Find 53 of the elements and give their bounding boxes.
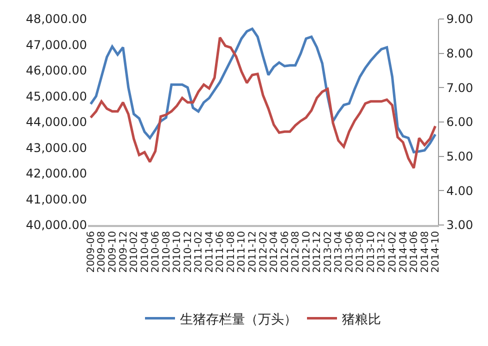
legend-label: 生猪存栏量（万头） bbox=[180, 312, 297, 328]
x-tick-label: 2013-02 bbox=[322, 231, 334, 273]
y-tick-label: 47,000.00 bbox=[26, 38, 87, 52]
y-tick-label: 46,000.00 bbox=[26, 64, 87, 78]
x-tick-label: 2009-06 bbox=[86, 231, 97, 273]
x-tick-label: 2014-06 bbox=[409, 231, 420, 273]
y2-tick-label: 4.00 bbox=[446, 184, 474, 198]
x-tick-label: 2011-10 bbox=[236, 231, 248, 273]
y-tick-label: 42,000.00 bbox=[26, 166, 87, 181]
y2-tick-label: 6.00 bbox=[446, 115, 474, 130]
x-tick-label: 2012-10 bbox=[301, 231, 312, 273]
x-tick-label: 2009-08 bbox=[96, 231, 108, 273]
y2-tick-label: 7.00 bbox=[446, 80, 474, 95]
x-tick-label: 2010-02 bbox=[129, 231, 140, 273]
y2-tick-label: 9.00 bbox=[446, 12, 474, 26]
x-tick-label: 2009-12 bbox=[118, 231, 130, 273]
x-tick-label: 2010-04 bbox=[140, 231, 151, 273]
x-tick-label: 2014-04 bbox=[398, 231, 410, 273]
x-tick-label: 2013-12 bbox=[376, 231, 388, 273]
x-tick-label: 2012-02 bbox=[258, 231, 270, 273]
x-tick-label: 2009-10 bbox=[107, 231, 118, 273]
line-series bbox=[89, 36, 437, 170]
x-tick-label: 2011-12 bbox=[247, 231, 258, 273]
y2-tick-label: 3.00 bbox=[446, 218, 474, 232]
x-tick-label: 2013-04 bbox=[334, 231, 345, 273]
x-tick-label: 2010-08 bbox=[161, 231, 172, 273]
y-tick-label: 44,000.00 bbox=[26, 115, 87, 130]
x-tick-label: 2012-12 bbox=[312, 231, 324, 273]
x-tick-label: 2011-06 bbox=[215, 231, 226, 273]
x-tick-label: 2010-06 bbox=[150, 231, 162, 273]
line-series bbox=[89, 28, 437, 154]
y-tick-label: 48,000.00 bbox=[26, 12, 87, 26]
y2-tick-label: 8.00 bbox=[446, 46, 474, 61]
x-tick-label: 2012-04 bbox=[269, 231, 280, 273]
legend-label: 猪粮比 bbox=[342, 312, 381, 328]
x-tick-label: 2011-04 bbox=[204, 231, 216, 273]
x-tick-label: 2012-08 bbox=[290, 231, 302, 273]
x-tick-label: 2013-08 bbox=[355, 231, 366, 273]
x-tick-label: 2010-10 bbox=[172, 231, 184, 273]
x-tick-label: 2011-02 bbox=[194, 231, 205, 273]
x-tick-label: 2013-10 bbox=[366, 231, 377, 273]
x-tick-label: 2014-02 bbox=[387, 231, 398, 273]
y-tick-label: 40,000.00 bbox=[26, 218, 87, 232]
x-tick-label: 2010-12 bbox=[182, 231, 194, 273]
x-tick-label: 2014-08 bbox=[420, 231, 431, 273]
x-tick-label: 2014-10 bbox=[430, 231, 442, 273]
y2-tick-label: 5.00 bbox=[446, 150, 474, 164]
y-tick-label: 41,000.00 bbox=[26, 192, 87, 206]
x-tick-label: 2013-06 bbox=[344, 231, 356, 273]
x-tick-label: 2011-08 bbox=[226, 231, 237, 273]
x-tick-label: 2012-06 bbox=[280, 231, 291, 273]
y-tick-label: 43,000.00 bbox=[26, 140, 87, 155]
y-tick-label: 45,000.00 bbox=[26, 89, 87, 104]
